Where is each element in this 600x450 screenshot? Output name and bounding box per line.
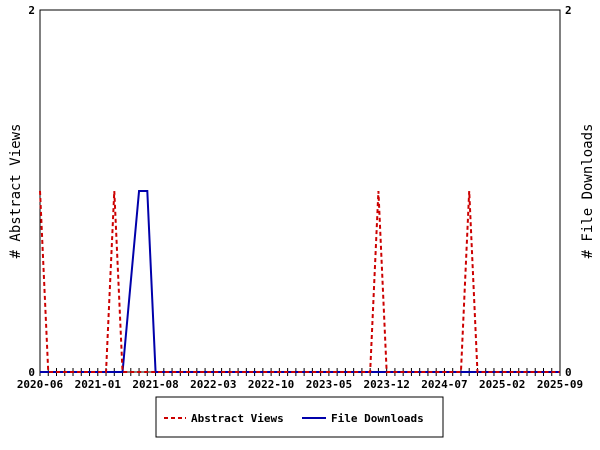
legend-label-abstract-views: Abstract Views	[191, 412, 284, 425]
legend-box	[155, 396, 444, 438]
x-tick-label: 2021-01	[75, 378, 122, 391]
x-tick-label: 2023-12	[363, 378, 409, 391]
x-tick-label: 2021-08	[132, 378, 178, 391]
y-left-tick-top: 2	[28, 4, 35, 17]
x-tick-label: 2023-05	[306, 378, 352, 391]
y-right-tick-top: 2	[565, 4, 572, 17]
legend: Abstract Views File Downloads	[155, 396, 444, 438]
x-tick-label: 2024-07	[421, 378, 467, 391]
x-tick-label: 2025-09	[537, 378, 583, 391]
series-layer	[39, 190, 560, 373]
y-right-tick-bottom: 0	[565, 366, 572, 379]
x-tick-label: 2025-02	[479, 378, 525, 391]
series-line-abstract-views	[39, 190, 560, 373]
plot-area	[39, 9, 561, 373]
x-tick-label: 2022-10	[248, 378, 294, 391]
x-tick-label: 2020-06	[17, 378, 64, 391]
x-tick-labels: 2020-06 2021-01 2021-08 2022-03 2022-10 2023-…	[17, 378, 583, 391]
x-tick-label: 2022-03	[190, 378, 236, 391]
y-left-tick-bottom: 0	[28, 366, 35, 379]
y-axis-title-left: # Abstract Views	[8, 124, 24, 259]
y-axis-title-right: # File Downloads	[580, 124, 596, 259]
legend-label-file-downloads: File Downloads	[331, 412, 424, 425]
